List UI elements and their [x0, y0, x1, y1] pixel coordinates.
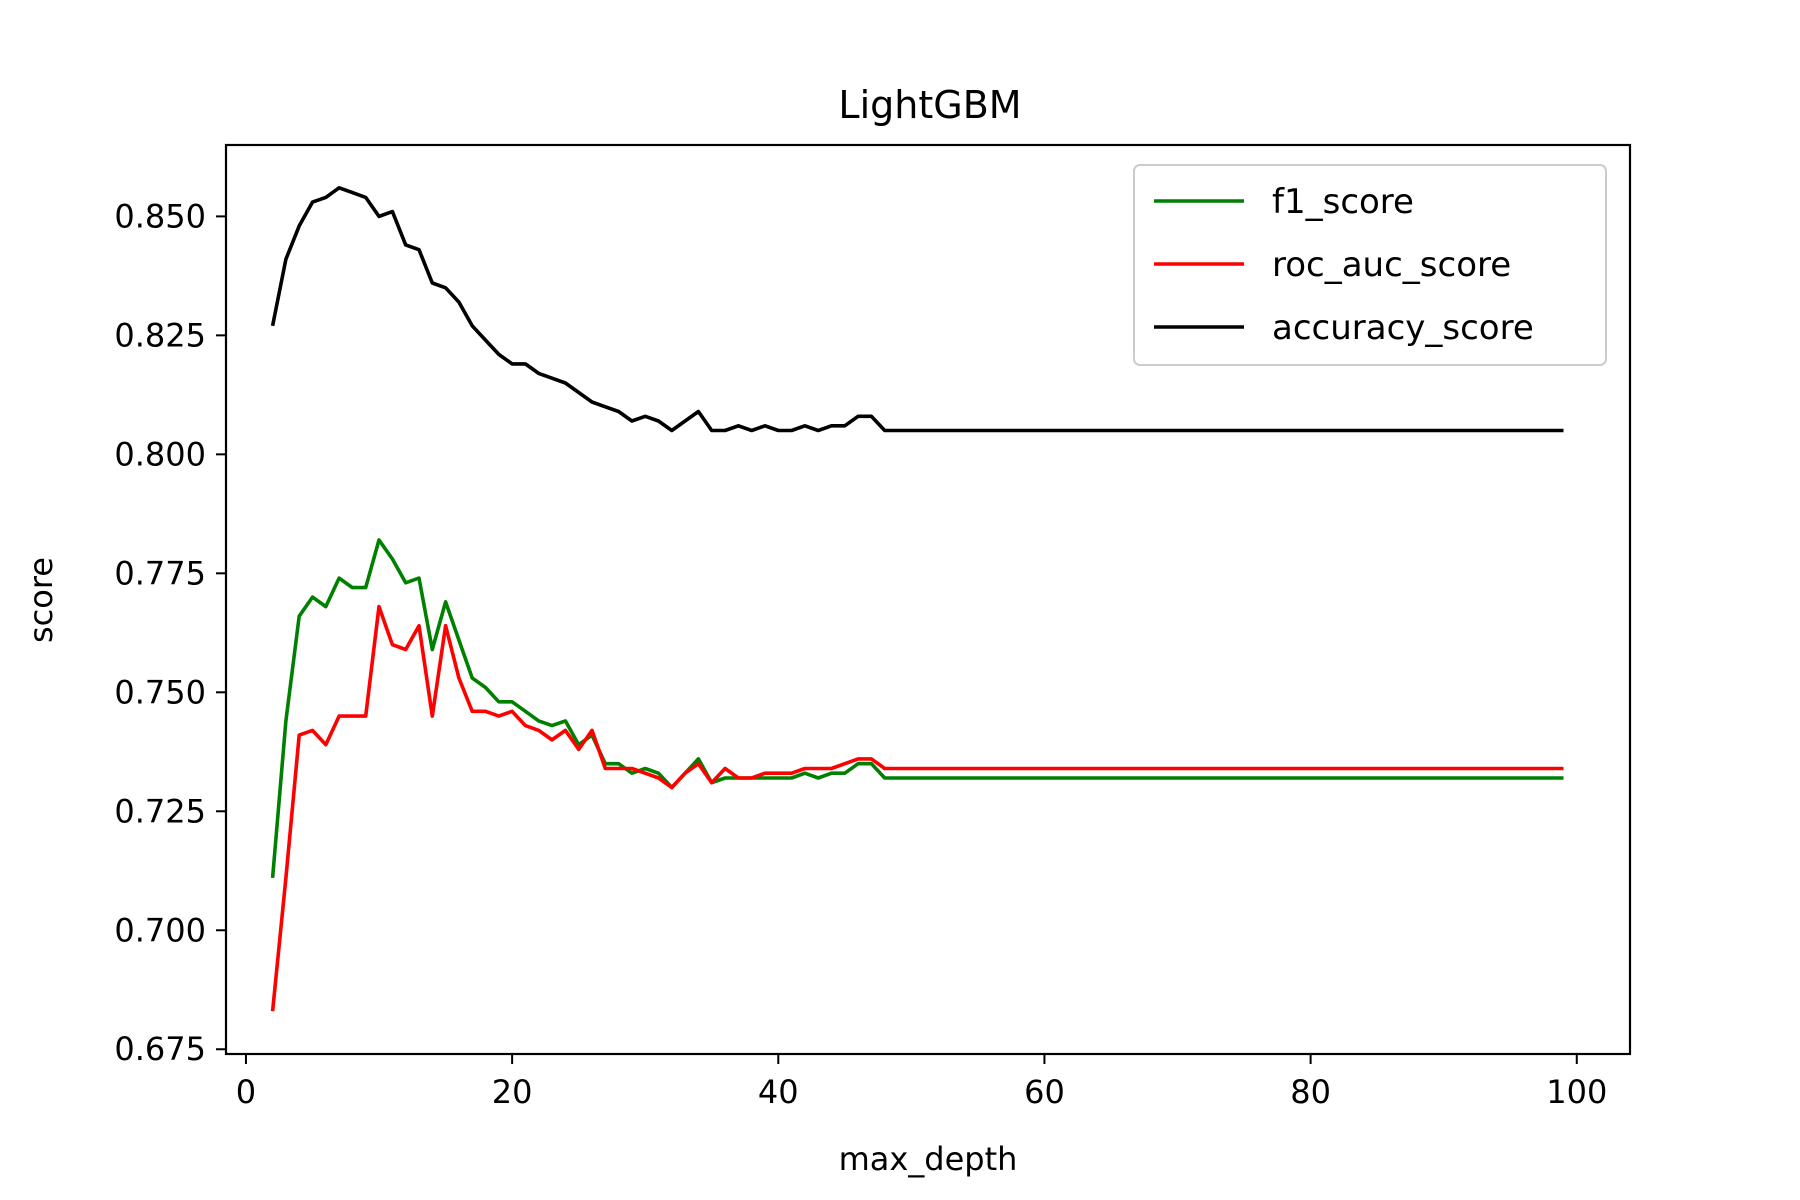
y-tick-label: 0.725: [114, 792, 206, 830]
y-tick-label: 0.750: [114, 673, 206, 711]
x-tick-label: 0: [236, 1073, 256, 1111]
legend-label-accuracy-score: accuracy_score: [1272, 308, 1534, 348]
y-tick-label: 0.825: [114, 316, 206, 354]
x-tick-label: 60: [1024, 1073, 1065, 1111]
x-tick-label: 100: [1546, 1073, 1607, 1111]
legend-label-roc-auc-score: roc_auc_score: [1272, 245, 1511, 285]
legend-box: [1133, 164, 1607, 366]
x-axis-label: max_depth: [839, 1140, 1018, 1178]
series-line-accuracy-score: [270, 186, 1564, 433]
legend: f1_score roc_auc_score accuracy_score: [1133, 164, 1607, 366]
plot-lines: [270, 186, 1564, 1012]
x-axis-ticks: 0 20 40 60 80 100: [236, 1054, 1607, 1111]
chart-title: LightGBM: [838, 83, 1021, 127]
y-tick-label: 0.775: [114, 554, 206, 592]
series-line-roc-auc-score: [270, 604, 1564, 1012]
y-tick-label: 0.800: [114, 435, 206, 473]
y-tick-label: 0.675: [114, 1030, 206, 1068]
y-axis-ticks: 0.675 0.700 0.725 0.750 0.775 0.800 0.825 0.850: [114, 197, 226, 1068]
x-tick-label: 80: [1290, 1073, 1331, 1111]
plot-frame: [224, 143, 1632, 1056]
x-tick-label: 20: [492, 1073, 533, 1111]
y-axis-label: score: [22, 557, 60, 643]
y-tick-label: 0.700: [114, 911, 206, 949]
y-tick-label: 0.850: [114, 197, 206, 235]
x-tick-label: 40: [758, 1073, 799, 1111]
legend-label-f1-score: f1_score: [1272, 182, 1414, 222]
